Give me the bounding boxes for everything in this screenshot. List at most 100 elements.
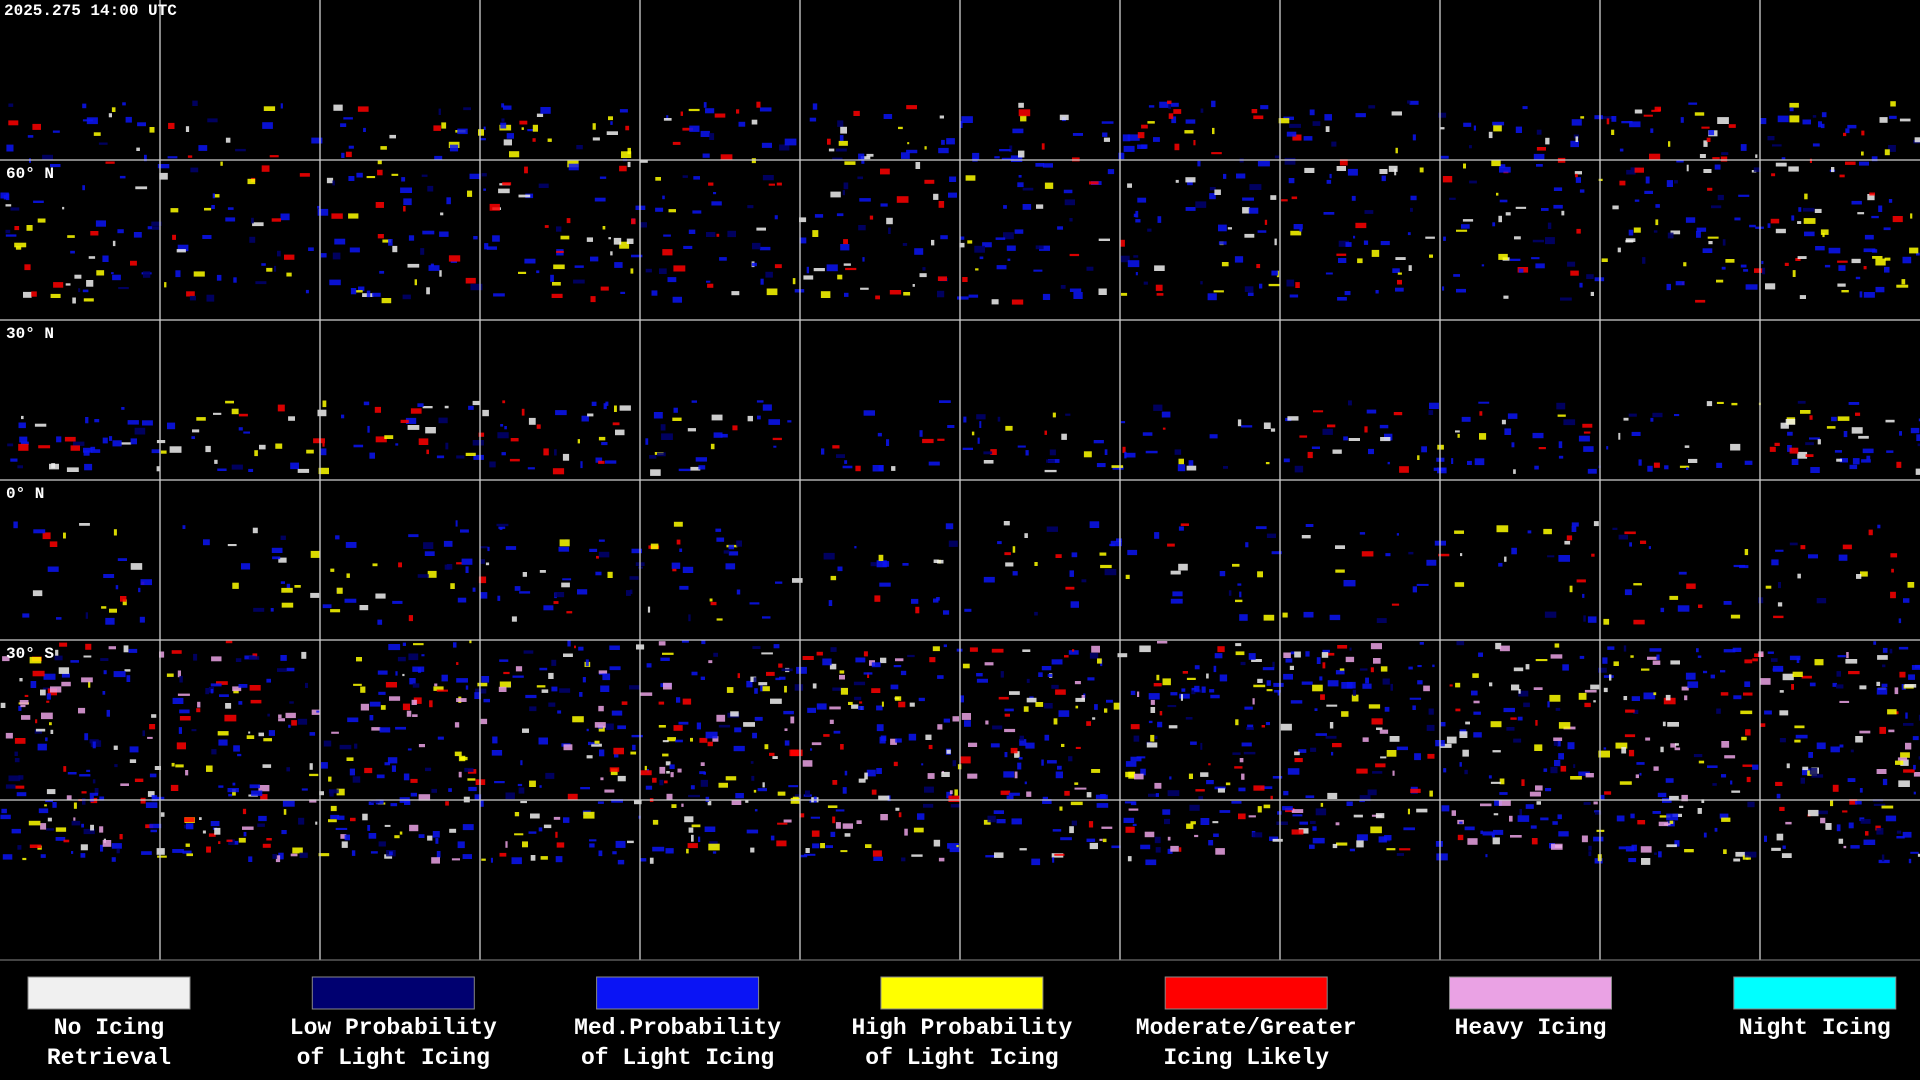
icing-pixel bbox=[1178, 526, 1184, 531]
icing-pixel bbox=[727, 230, 736, 238]
icing-pixel bbox=[1707, 765, 1718, 768]
icing-pixel bbox=[402, 673, 405, 677]
icing-pixel bbox=[119, 175, 126, 179]
icing-pixel bbox=[1760, 678, 1771, 685]
icing-pixel bbox=[35, 719, 38, 724]
icing-pixel bbox=[937, 438, 945, 441]
icing-pixel bbox=[613, 237, 622, 245]
icing-pixel bbox=[1588, 851, 1592, 857]
icing-pixel bbox=[1541, 208, 1549, 211]
icing-pixel bbox=[1260, 105, 1269, 110]
icing-pixel bbox=[1674, 840, 1680, 847]
icing-pixel bbox=[46, 828, 54, 831]
icing-pixel bbox=[341, 152, 345, 158]
icing-pixel bbox=[581, 415, 589, 422]
icing-pixel bbox=[1557, 814, 1562, 820]
icing-pixel bbox=[1061, 433, 1067, 440]
icing-pixel bbox=[878, 554, 884, 561]
icing-pixel bbox=[491, 750, 503, 756]
icing-pixel bbox=[596, 555, 599, 559]
icing-pixel bbox=[1562, 664, 1569, 671]
icing-pixel bbox=[458, 771, 462, 778]
icing-pixel bbox=[598, 539, 605, 542]
icing-pixel bbox=[591, 743, 602, 747]
icing-pixel bbox=[1678, 571, 1687, 575]
icing-pixel bbox=[754, 809, 758, 812]
icing-pixel bbox=[1057, 765, 1062, 770]
icing-pixel bbox=[427, 835, 433, 841]
icing-pixel bbox=[1498, 215, 1502, 223]
icing-pixel bbox=[1856, 574, 1862, 579]
icing-pixel bbox=[1649, 153, 1661, 160]
icing-pixel bbox=[1493, 829, 1504, 835]
icing-pixel bbox=[1624, 734, 1636, 738]
icing-pixel bbox=[8, 120, 19, 126]
icing-pixel bbox=[1223, 466, 1228, 469]
icing-pixel bbox=[1240, 661, 1246, 666]
icing-pixel bbox=[37, 743, 47, 751]
icing-pixel bbox=[760, 685, 763, 692]
icing-pixel bbox=[309, 763, 313, 770]
icing-pixel bbox=[1266, 689, 1273, 692]
icing-pixel bbox=[238, 427, 243, 431]
icing-pixel bbox=[465, 277, 476, 284]
icing-pixel bbox=[995, 237, 1006, 240]
icing-pixel bbox=[1251, 659, 1262, 662]
icing-pixel bbox=[1785, 419, 1796, 425]
icing-pixel bbox=[1194, 665, 1200, 670]
icing-pixel bbox=[275, 855, 281, 863]
icing-pixel bbox=[1148, 693, 1160, 700]
icing-pixel bbox=[1248, 815, 1256, 818]
icing-pixel bbox=[890, 738, 897, 745]
icing-pixel bbox=[552, 468, 565, 475]
icing-pixel bbox=[999, 149, 1011, 152]
icing-pixel bbox=[1173, 109, 1182, 114]
icing-pixel bbox=[1189, 804, 1200, 811]
icing-pixel bbox=[753, 789, 757, 793]
icing-pixel bbox=[1535, 720, 1538, 726]
icing-pixel bbox=[775, 677, 781, 681]
icing-pixel bbox=[865, 844, 872, 848]
icing-pixel bbox=[206, 846, 211, 853]
icing-pixel bbox=[948, 192, 957, 198]
icing-pixel bbox=[760, 278, 764, 285]
icing-pixel bbox=[170, 208, 179, 213]
icing-pixel bbox=[1393, 412, 1403, 416]
icing-pixel bbox=[891, 466, 896, 471]
icing-pixel bbox=[1699, 154, 1706, 158]
icing-pixel bbox=[1814, 208, 1822, 213]
icing-pixel bbox=[1098, 288, 1107, 295]
icing-pixel bbox=[1660, 607, 1665, 613]
icing-pixel bbox=[1583, 615, 1586, 622]
icing-pixel bbox=[1850, 845, 1860, 849]
icing-pixel bbox=[688, 614, 691, 622]
icing-pixel bbox=[1000, 790, 1011, 795]
icing-pixel bbox=[1881, 854, 1885, 862]
icing-pixel bbox=[762, 686, 770, 692]
icing-pixel bbox=[151, 226, 160, 230]
icing-pixel bbox=[10, 458, 18, 462]
icing-pixel bbox=[1012, 546, 1016, 553]
icing-pixel bbox=[645, 438, 649, 445]
icing-pixel bbox=[925, 734, 932, 740]
icing-pixel bbox=[720, 433, 728, 438]
icing-pixel bbox=[42, 687, 53, 690]
icing-pixel bbox=[1093, 440, 1104, 444]
icing-pixel bbox=[1386, 750, 1397, 757]
icing-pixel bbox=[602, 226, 606, 230]
icing-pixel bbox=[249, 236, 256, 243]
icing-pixel bbox=[15, 785, 25, 789]
icing-pixel bbox=[613, 747, 624, 755]
icing-pixel bbox=[1723, 649, 1736, 653]
icing-pixel bbox=[1619, 180, 1626, 186]
icing-pixel bbox=[1242, 207, 1250, 214]
icing-pixel bbox=[1168, 725, 1178, 729]
icing-pixel bbox=[505, 546, 517, 550]
icing-pixel bbox=[1915, 664, 1920, 669]
icing-pixel bbox=[1543, 528, 1552, 535]
icing-pixel bbox=[1039, 245, 1050, 251]
icing-pixel bbox=[900, 670, 907, 676]
icing-pixel bbox=[1650, 128, 1654, 133]
icing-pixel bbox=[811, 742, 822, 746]
icing-pixel bbox=[1518, 689, 1521, 694]
